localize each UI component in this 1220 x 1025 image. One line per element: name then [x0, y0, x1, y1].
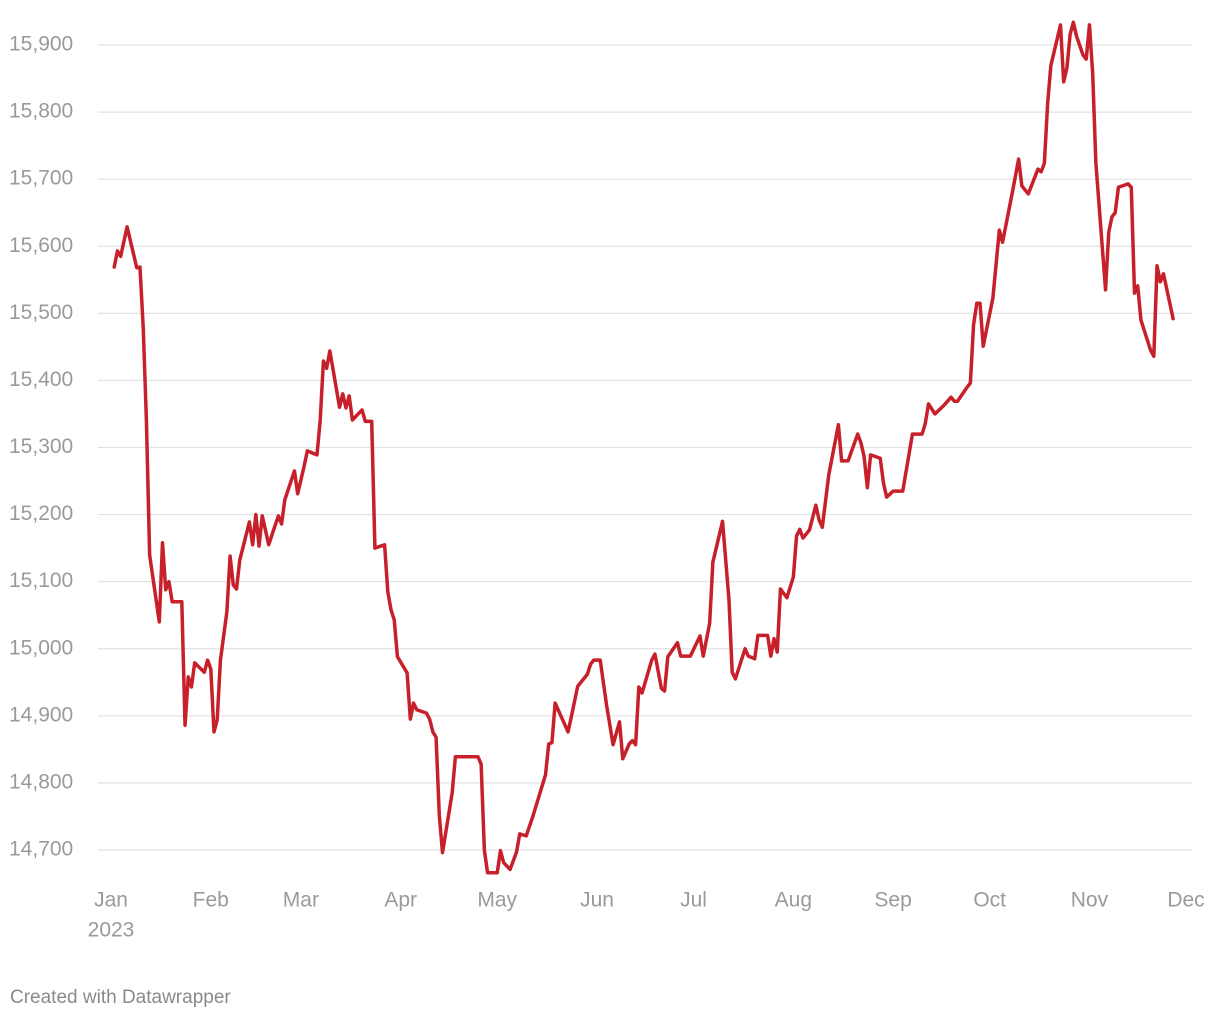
- y-tick-label: 15,300: [9, 435, 73, 458]
- x-tick-label: Apr: [384, 889, 417, 912]
- y-tick-label: 14,800: [9, 770, 73, 793]
- y-tick-label: 15,700: [9, 167, 73, 190]
- x-tick-label: Jan: [94, 889, 128, 912]
- x-tick-label: Feb: [193, 889, 229, 912]
- x-tick-label: Nov: [1071, 889, 1109, 912]
- data-line: [112, 20, 1175, 875]
- x-tick-label: Sep: [874, 889, 911, 912]
- y-tick-label: 15,400: [9, 368, 73, 391]
- x-tick-label: Oct: [973, 889, 1006, 912]
- y-tick-label: 15,500: [9, 301, 73, 324]
- y-tick-label: 15,100: [9, 569, 73, 592]
- x-tick-label: Mar: [283, 889, 319, 912]
- y-tick-label: 14,900: [9, 703, 73, 726]
- x-tick-label: May: [477, 889, 517, 912]
- x-tick-label: Jul: [680, 889, 707, 912]
- y-tick-label: 15,000: [9, 636, 73, 659]
- credit: Created with Datawrapper: [10, 987, 231, 1008]
- y-tick-label: 15,600: [9, 234, 73, 257]
- y-tick-label: 14,700: [9, 838, 73, 861]
- x-year-label: 2023: [88, 919, 135, 942]
- x-tick-label: Dec: [1167, 889, 1204, 912]
- x-tick-label: Aug: [775, 889, 812, 912]
- x-tick-label: Jun: [580, 889, 614, 912]
- y-tick-label: 15,900: [9, 33, 73, 56]
- y-tick-label: 15,800: [9, 100, 73, 123]
- y-tick-label: 15,200: [9, 502, 73, 525]
